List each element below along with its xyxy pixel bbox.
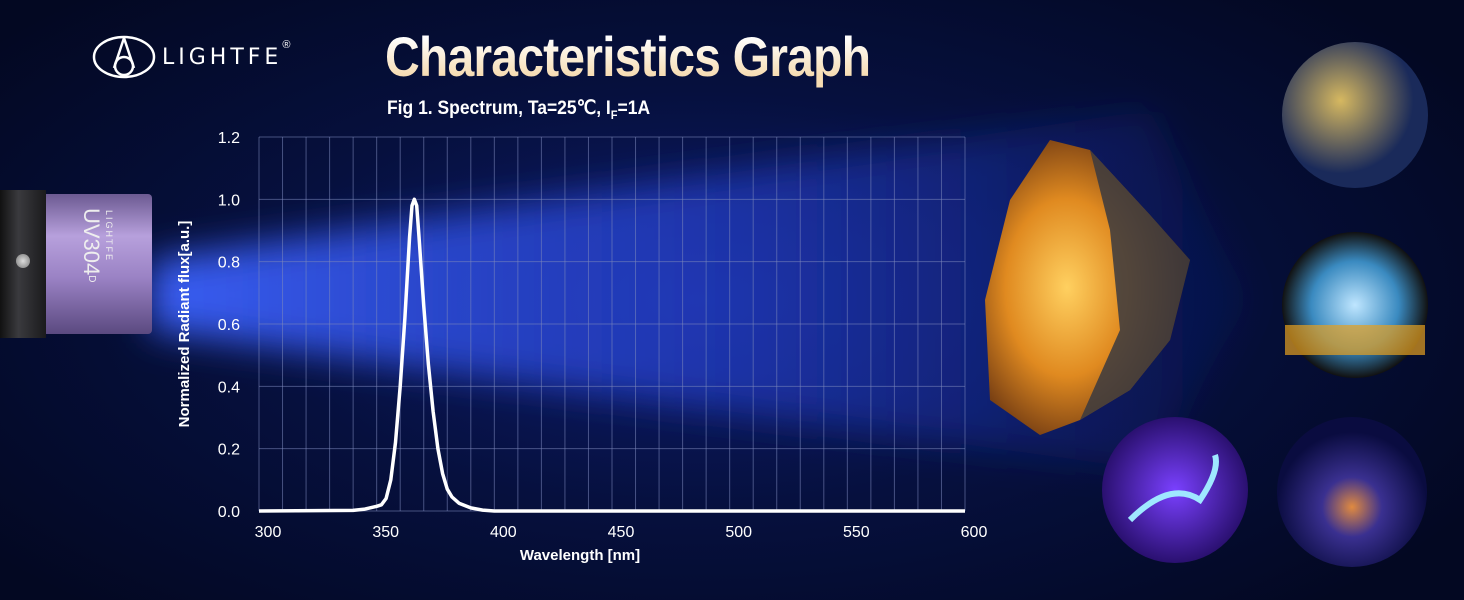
chart-ticks: 0.0 0.2 0.4 0.6 0.8 1.0 1.2 300 350 400 450 500 550 6… (218, 130, 988, 541)
spectrum-line (258, 197, 965, 513)
y-tick-label: 0.6 (218, 317, 240, 334)
y-tick-label: 0.8 (218, 255, 240, 272)
chart-grid (258, 136, 966, 512)
x-tick-label: 350 (372, 524, 399, 541)
y-tick-label: 1.0 (218, 192, 240, 209)
flashlight-button (16, 254, 30, 268)
x-tick-label: 550 (843, 524, 870, 541)
subtitle-end: =1A (617, 98, 651, 119)
mineral-uv-image (1277, 417, 1427, 567)
y-tick-label: 0.4 (218, 379, 240, 396)
model-text: UV304 (79, 208, 104, 276)
x-tick-label: 300 (255, 524, 282, 541)
model-suffix: D (86, 275, 97, 283)
flashlight-body (44, 194, 152, 334)
rock-dark-side (1080, 150, 1190, 420)
chart-subtitle: Fig 1. Spectrum, Ta=25℃, IF=1A (387, 97, 650, 122)
amber-glow (1285, 325, 1425, 355)
x-axis-label: Wavelength [nm] (520, 547, 640, 564)
logo-icon (92, 35, 156, 79)
subtitle-text: Fig 1. Spectrum, Ta=25℃, I (387, 98, 611, 119)
x-tick-label: 500 (725, 524, 752, 541)
brand-logo: LIGHTFE ® (92, 34, 290, 80)
y-axis-label: Normalized Radiant flux[a.u.] (176, 221, 193, 428)
x-tick-label: 450 (608, 524, 635, 541)
flashlight-brand: LIGHTFE (104, 210, 114, 263)
y-tick-label: 0.0 (218, 504, 240, 521)
flashlight-model: UV304D (78, 208, 104, 283)
amber-uv-image (1282, 232, 1428, 378)
x-tick-label: 400 (490, 524, 517, 541)
y-tick-label: 1.2 (218, 130, 240, 147)
y-tick-label: 0.2 (218, 442, 240, 459)
logo-text: LIGHTFE (162, 44, 283, 70)
spectrum-chart: 0.0 0.2 0.4 0.6 0.8 1.0 1.2 300 350 400 450 500 550 6… (176, 130, 988, 564)
banknote-uv-image (1282, 42, 1428, 188)
scorpion-uv-image (1102, 417, 1248, 563)
x-tick-label: 600 (961, 524, 988, 541)
scorpion-shape (1127, 454, 1219, 523)
subtitle-subscript: F (610, 107, 618, 122)
page-title: Characteristics Graph (385, 25, 871, 88)
flashlight: UV304D LIGHTFE (0, 190, 152, 338)
registered-mark: ® (282, 39, 291, 51)
